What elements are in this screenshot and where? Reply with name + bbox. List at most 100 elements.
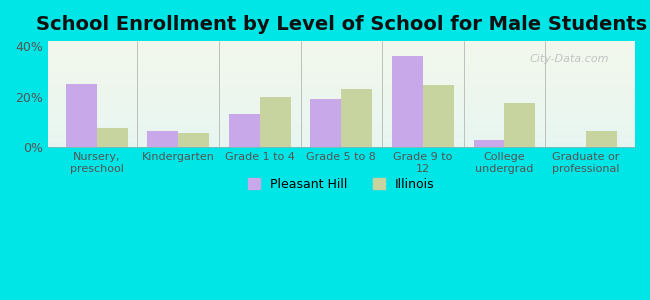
Bar: [47, 70, 635, 71]
Bar: [47, 111, 635, 112]
Bar: [47, 144, 635, 145]
Legend: Pleasant Hill, Illinois: Pleasant Hill, Illinois: [243, 173, 440, 196]
Bar: [47, 54, 635, 55]
Bar: [47, 85, 635, 86]
Bar: [47, 75, 635, 76]
Bar: [47, 121, 635, 122]
Bar: [47, 146, 635, 147]
Bar: [47, 80, 635, 81]
Text: City-Data.com: City-Data.com: [529, 54, 609, 64]
Bar: [47, 99, 635, 101]
Bar: [47, 77, 635, 78]
Bar: [47, 92, 635, 93]
Bar: [473, 140, 504, 147]
Bar: [47, 56, 635, 57]
Bar: [47, 67, 635, 68]
Bar: [47, 49, 635, 50]
Bar: [47, 124, 635, 125]
Bar: [47, 140, 635, 141]
Bar: [66, 84, 97, 147]
Bar: [47, 122, 635, 123]
Bar: [47, 60, 635, 61]
Bar: [47, 44, 635, 45]
Bar: [47, 91, 635, 92]
Bar: [47, 93, 635, 94]
Bar: [47, 125, 635, 126]
Bar: [47, 134, 635, 136]
Bar: [47, 139, 635, 140]
Bar: [47, 97, 635, 98]
Bar: [47, 82, 635, 83]
Bar: [47, 88, 635, 89]
Bar: [47, 110, 635, 111]
Bar: [47, 73, 635, 74]
Bar: [47, 130, 635, 131]
Bar: [47, 141, 635, 142]
Bar: [47, 62, 635, 63]
Bar: [47, 87, 635, 88]
Bar: [47, 76, 635, 77]
Bar: [47, 114, 635, 115]
Bar: [47, 42, 635, 43]
Bar: [47, 116, 635, 117]
Bar: [47, 68, 635, 69]
Bar: [47, 112, 635, 113]
Bar: [47, 129, 635, 130]
Bar: [47, 126, 635, 127]
Bar: [47, 98, 635, 99]
Bar: [47, 138, 635, 139]
Bar: [47, 131, 635, 132]
Bar: [47, 41, 635, 42]
Bar: [47, 50, 635, 51]
Bar: [178, 133, 209, 147]
Bar: [47, 89, 635, 90]
Bar: [260, 97, 291, 147]
Bar: [47, 145, 635, 146]
Bar: [47, 78, 635, 79]
Bar: [47, 90, 635, 91]
Bar: [47, 45, 635, 46]
Bar: [47, 83, 635, 85]
Bar: [47, 106, 635, 107]
Bar: [47, 113, 635, 114]
Bar: [47, 79, 635, 80]
Bar: [423, 85, 454, 147]
Bar: [47, 132, 635, 133]
Bar: [47, 55, 635, 56]
Bar: [47, 107, 635, 108]
Bar: [47, 94, 635, 95]
Bar: [47, 57, 635, 58]
Bar: [47, 101, 635, 103]
Bar: [310, 99, 341, 147]
Bar: [47, 115, 635, 116]
Bar: [148, 131, 178, 147]
Bar: [47, 118, 635, 120]
Bar: [47, 103, 635, 104]
Bar: [229, 114, 260, 147]
Bar: [47, 117, 635, 119]
Bar: [47, 136, 635, 138]
Bar: [47, 81, 635, 83]
Bar: [47, 85, 635, 87]
Title: School Enrollment by Level of School for Male Students: School Enrollment by Level of School for…: [36, 15, 647, 34]
Bar: [47, 104, 635, 105]
Bar: [47, 143, 635, 144]
Bar: [47, 108, 635, 109]
Bar: [47, 71, 635, 72]
Bar: [47, 105, 635, 106]
Bar: [47, 128, 635, 129]
Bar: [97, 128, 127, 147]
Bar: [47, 133, 635, 134]
Bar: [47, 109, 635, 110]
Bar: [504, 103, 536, 147]
Bar: [47, 63, 635, 64]
Bar: [47, 123, 635, 124]
Bar: [47, 51, 635, 52]
Bar: [47, 47, 635, 49]
Bar: [47, 95, 635, 96]
Bar: [47, 74, 635, 75]
Bar: [47, 96, 635, 97]
Bar: [47, 72, 635, 73]
Bar: [47, 69, 635, 70]
Bar: [341, 89, 372, 147]
